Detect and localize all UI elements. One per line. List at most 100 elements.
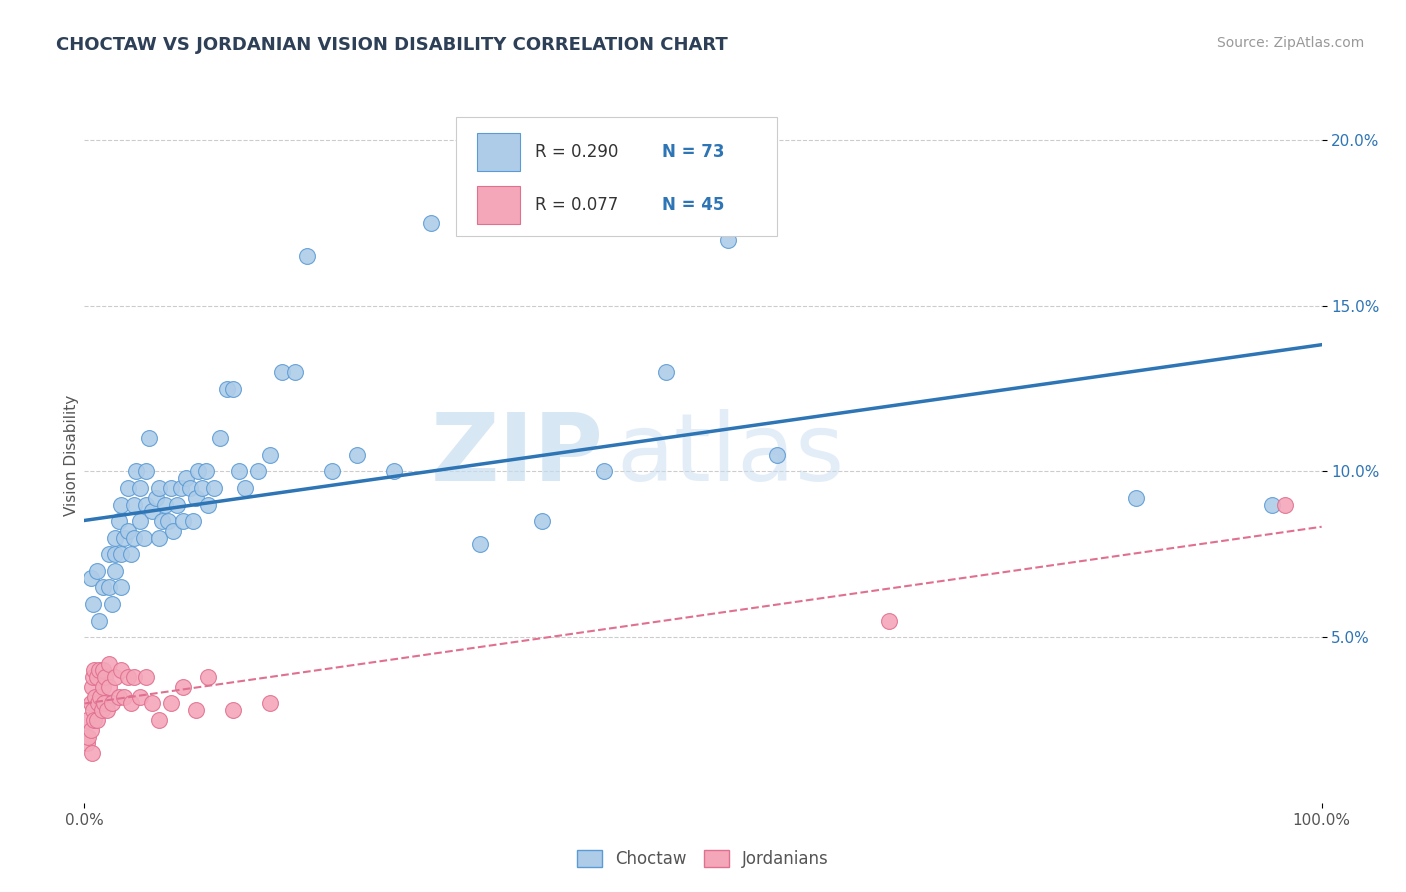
Point: [194, 465, 217, 479]
Point: [79, 697, 101, 711]
Point: [174, 471, 197, 485]
Point: [132, 531, 155, 545]
Point: [96, 697, 118, 711]
Point: [259, 697, 281, 711]
Point: [145, 491, 167, 505]
Point: [108, 514, 131, 528]
Point: [86, 670, 108, 684]
Point: [122, 670, 145, 684]
Point: [160, 697, 183, 711]
Point: [89, 614, 111, 628]
Point: [82, 597, 104, 611]
Point: [86, 713, 108, 727]
Text: CHOCTAW VS JORDANIAN VISION DISABILITY CORRELATION CHART: CHOCTAW VS JORDANIAN VISION DISABILITY C…: [56, 36, 728, 54]
Point: [112, 531, 135, 545]
Point: [187, 465, 209, 479]
Point: [98, 657, 121, 671]
Point: [80, 680, 103, 694]
Point: [120, 697, 142, 711]
Bar: [477, 133, 520, 171]
Point: [1274, 498, 1296, 512]
Y-axis label: Vision Disability: Vision Disability: [63, 394, 79, 516]
Point: [259, 448, 281, 462]
Point: [1125, 491, 1147, 505]
Point: [191, 481, 214, 495]
Point: [120, 547, 142, 561]
Text: N = 73: N = 73: [662, 144, 724, 161]
Point: [98, 581, 121, 595]
Point: [382, 465, 405, 479]
Point: [222, 382, 245, 396]
Point: [135, 465, 157, 479]
Point: [170, 481, 193, 495]
Point: [129, 514, 152, 528]
Point: [125, 465, 148, 479]
Point: [138, 431, 160, 445]
Point: [79, 570, 101, 584]
Point: [197, 498, 219, 512]
Point: [141, 504, 163, 518]
Point: [89, 690, 111, 704]
Point: [77, 730, 100, 744]
Legend: Choctaw, Jordanians: Choctaw, Jordanians: [571, 843, 835, 875]
Point: [148, 481, 170, 495]
Point: [79, 723, 101, 737]
Point: [1261, 498, 1284, 512]
Point: [215, 382, 238, 396]
Point: [104, 670, 127, 684]
Point: [122, 531, 145, 545]
Bar: [477, 186, 520, 224]
Point: [284, 365, 307, 379]
Point: [135, 670, 157, 684]
Point: [184, 703, 207, 717]
Point: [157, 514, 180, 528]
Point: [98, 547, 121, 561]
Point: [91, 581, 114, 595]
Point: [160, 481, 183, 495]
Point: [184, 491, 207, 505]
Point: [98, 680, 121, 694]
Point: [470, 537, 492, 551]
Point: [419, 216, 441, 230]
Point: [110, 581, 132, 595]
Point: [117, 524, 139, 538]
Point: [148, 531, 170, 545]
Point: [766, 448, 789, 462]
Point: [91, 663, 114, 677]
Point: [202, 481, 225, 495]
Point: [321, 465, 343, 479]
Point: [181, 514, 204, 528]
Point: [84, 690, 107, 704]
Point: [246, 465, 269, 479]
Point: [162, 524, 184, 538]
Point: [80, 746, 103, 760]
Point: [110, 547, 132, 561]
Text: Source: ZipAtlas.com: Source: ZipAtlas.com: [1216, 36, 1364, 50]
Point: [100, 597, 122, 611]
FancyBboxPatch shape: [456, 118, 778, 235]
Point: [91, 663, 114, 677]
Point: [129, 690, 152, 704]
Point: [108, 690, 131, 704]
Point: [135, 498, 157, 512]
Point: [233, 481, 256, 495]
Point: [346, 448, 368, 462]
Point: [87, 697, 110, 711]
Point: [104, 547, 127, 561]
Point: [531, 514, 554, 528]
Point: [82, 670, 104, 684]
Point: [83, 713, 105, 727]
Point: [153, 498, 176, 512]
Point: [89, 663, 111, 677]
Point: [655, 365, 678, 379]
Point: [76, 713, 98, 727]
Point: [100, 697, 122, 711]
Point: [104, 531, 127, 545]
Point: [179, 481, 201, 495]
Point: [122, 498, 145, 512]
Text: N = 45: N = 45: [662, 196, 724, 214]
Point: [222, 703, 245, 717]
Point: [86, 564, 108, 578]
Point: [110, 663, 132, 677]
Point: [110, 498, 132, 512]
